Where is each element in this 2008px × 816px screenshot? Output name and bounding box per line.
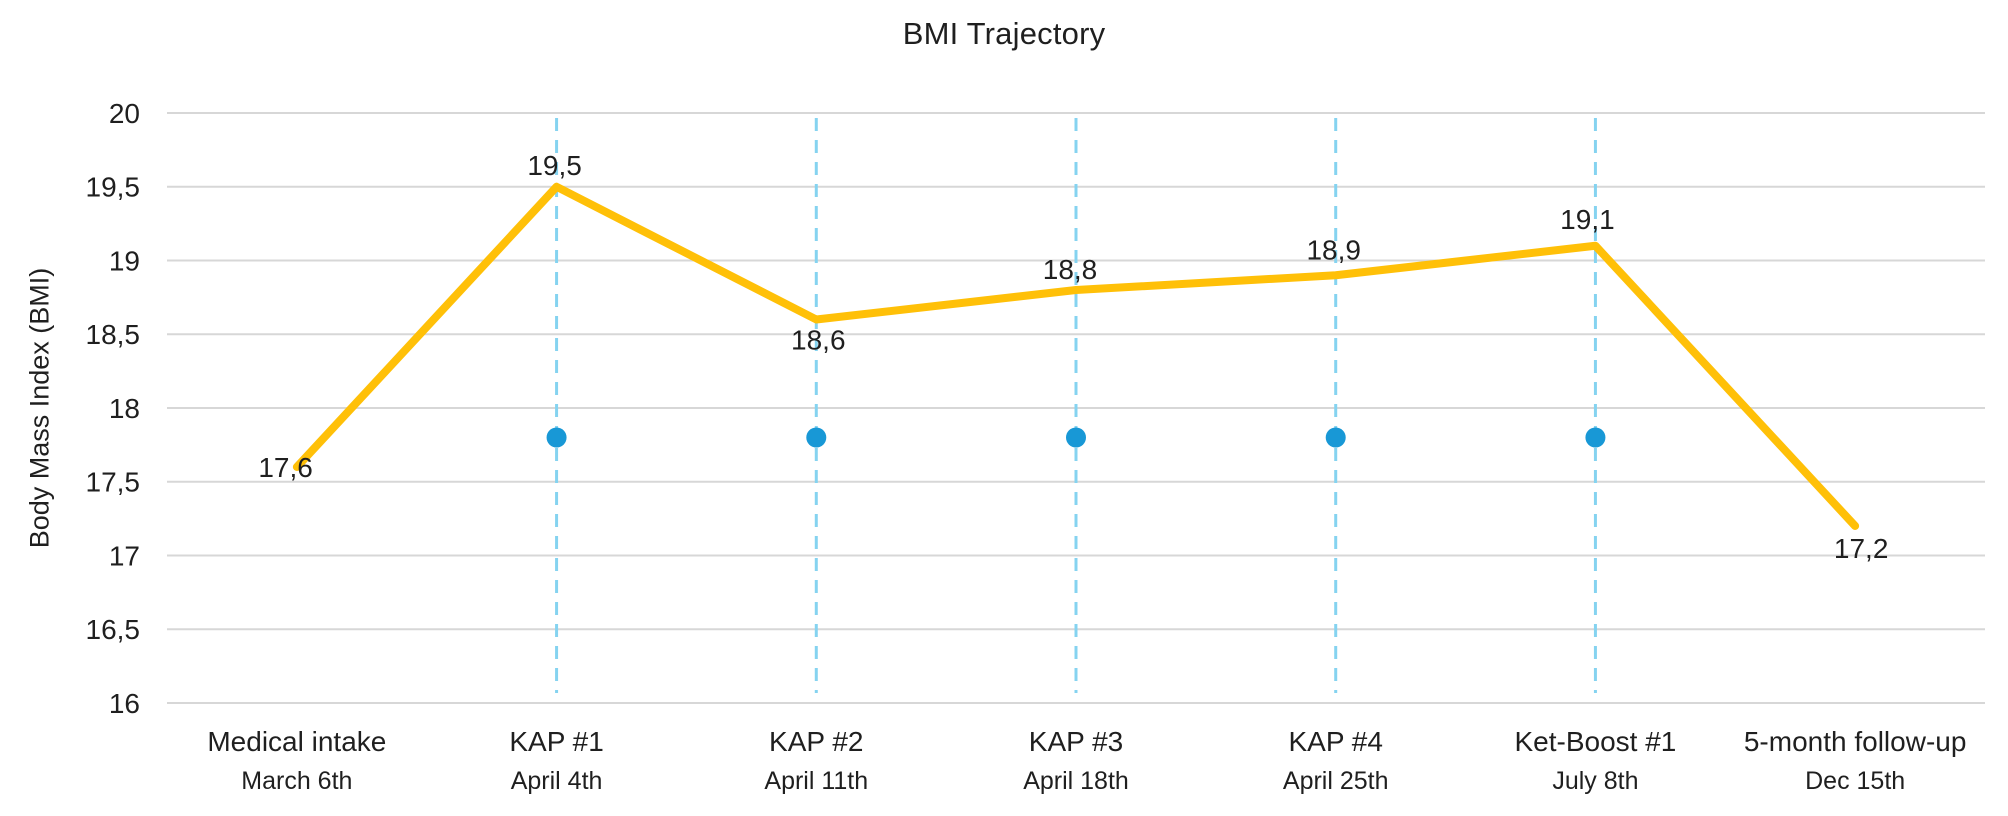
session-marker-dot bbox=[806, 427, 827, 448]
y-tick-label: 17 bbox=[109, 540, 140, 571]
data-label: 19,5 bbox=[527, 150, 582, 181]
y-tick-label: 16,5 bbox=[86, 614, 141, 645]
x-category-sublabel: July 8th bbox=[1552, 767, 1638, 795]
session-marker-dot bbox=[546, 427, 567, 448]
bmi-line bbox=[292, 182, 1860, 530]
x-category-label: KAP #1 bbox=[509, 726, 603, 757]
x-category-sublabel: April 18th bbox=[1023, 767, 1129, 795]
x-category-label: KAP #2 bbox=[769, 726, 863, 757]
session-marker-dot bbox=[1066, 427, 1086, 448]
x-category-sublabel: April 25th bbox=[1283, 767, 1389, 795]
x-category-label: KAP #3 bbox=[1029, 726, 1123, 757]
x-category-sublabel: April 4th bbox=[511, 767, 603, 795]
y-tick-label: 19 bbox=[109, 245, 140, 276]
x-category-sublabel: April 11th bbox=[764, 767, 868, 795]
data-label: 19,1 bbox=[1560, 204, 1615, 235]
x-category-sublabel: March 6th bbox=[241, 767, 352, 795]
x-category-label: Medical intake bbox=[207, 726, 386, 757]
y-tick-label: 19,5 bbox=[86, 172, 141, 203]
data-label: 17,6 bbox=[258, 452, 313, 483]
data-label: 18,8 bbox=[1043, 254, 1098, 285]
y-tick-label: 17,5 bbox=[86, 467, 141, 498]
chart-title: BMI Trajectory bbox=[902, 16, 1106, 51]
x-category-label: 5-month follow-up bbox=[1744, 726, 1967, 757]
data-label: 18,9 bbox=[1306, 234, 1361, 265]
data-label: 17,2 bbox=[1834, 533, 1889, 564]
y-tick-label: 18 bbox=[109, 393, 140, 424]
y-tick-label: 16 bbox=[109, 688, 140, 719]
y-tick-label: 18,5 bbox=[86, 319, 141, 350]
x-category-sublabel: Dec 15th bbox=[1805, 767, 1905, 795]
session-marker-dot bbox=[1585, 427, 1606, 448]
session-marker-dot bbox=[1325, 427, 1346, 448]
x-category-label: KAP #4 bbox=[1288, 726, 1382, 757]
data-label: 18,6 bbox=[791, 325, 846, 356]
y-tick-label: 20 bbox=[109, 98, 140, 129]
x-category-label: Ket-Boost #1 bbox=[1514, 726, 1676, 757]
